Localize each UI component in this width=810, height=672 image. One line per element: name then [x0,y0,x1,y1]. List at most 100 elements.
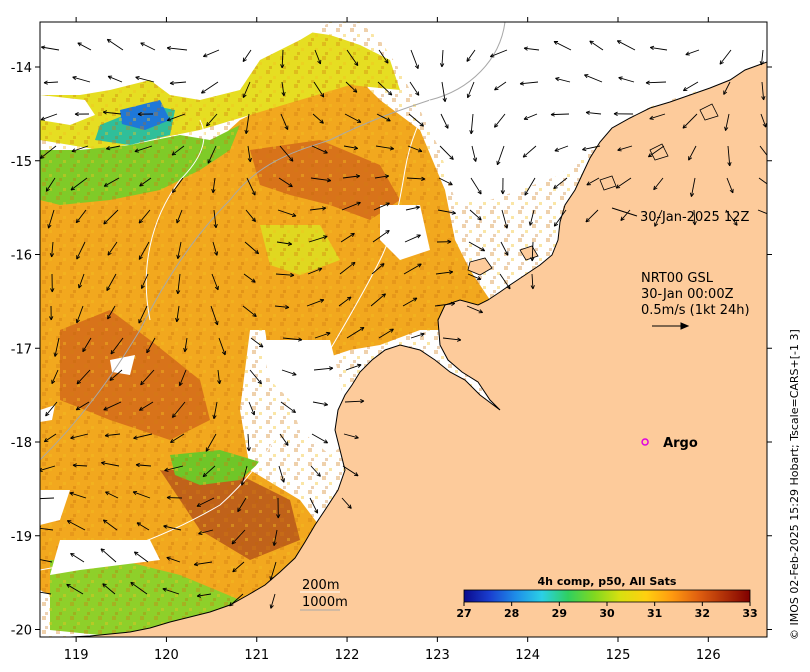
current-vector [44,433,57,443]
current-vector-head [212,414,217,419]
current-vector-head [246,447,251,452]
current-vector [172,177,184,193]
current-vector-head [417,263,422,268]
scale-arrow [652,322,690,330]
current-vector [654,209,663,227]
current-vector-head [290,272,295,278]
current-vector-head [380,263,385,268]
current-vector-head [206,122,211,127]
current-vector [378,49,389,64]
current-vector-head [496,160,501,166]
current-vector-head [585,110,591,115]
lon-tick-label: 125 [606,648,631,663]
current-vector [107,241,118,256]
current-vector [170,81,187,84]
current-vector-head [193,562,199,567]
current-vector-head [586,181,591,186]
current-vector-head [40,45,46,50]
current-vector-head [522,153,528,158]
current-vector-head [450,301,456,306]
current-vector [270,593,276,609]
current-vector-head [45,411,50,417]
current-vector [105,491,119,499]
current-vector-head [172,188,177,193]
current-vector [281,369,297,376]
current-vector-head [352,88,358,93]
current-vector [618,77,635,83]
colorbar-tick-label: 28 [504,607,519,620]
current-vector-head [146,348,151,354]
current-vector [110,337,124,355]
current-vector-head [196,593,202,598]
current-vector-head [553,222,559,227]
current-vector-head [478,309,484,314]
current-vector [440,113,449,129]
current-vector-head [280,478,285,483]
current-vector [341,497,352,509]
current-vector [373,202,390,211]
current-vector [138,305,148,324]
current-vector [130,582,148,595]
current-vector-head [584,74,589,79]
current-vector-head [100,548,105,553]
current-vector-head [135,75,140,81]
current-vector-head [207,159,212,164]
current-vector [100,548,117,563]
current-vector [210,305,218,326]
current-vector-head [350,232,355,237]
current-vector-head [477,216,482,221]
current-vector [102,583,116,595]
current-vector [346,327,365,339]
current-vector [139,177,152,187]
current-vector [725,209,738,226]
current-vector [247,433,250,451]
current-vector [586,177,600,186]
current-vector-head [321,206,327,211]
current-vector [490,49,508,58]
current-vector [582,145,601,151]
current-vector-head [252,312,257,317]
current-vector [376,113,391,122]
current-vector-head [645,80,650,85]
current-vector [683,81,699,92]
current-vector-head [135,462,140,468]
lon-tick-label: 126 [696,648,721,663]
current-vector [342,465,359,477]
current-vector-head [40,590,41,591]
current-vector-head [613,111,618,116]
current-vector [133,433,153,439]
cloud-gap-east [380,205,430,260]
current-vector-head [284,125,289,130]
model-label-2: 30-Jan 00:00Z [641,287,734,302]
current-vector-head [102,519,108,524]
current-vector [139,401,154,411]
coastal-islands [467,103,719,276]
current-vector-head [33,557,37,560]
current-vector [468,241,485,252]
current-vector-head [357,363,362,368]
current-vector [135,76,155,83]
current-vector [217,369,221,384]
current-vector-head [759,61,764,66]
current-vector-head [384,174,390,179]
colorbar-tick-label: 29 [552,607,567,620]
current-vector [205,433,217,452]
current-vector [281,49,284,69]
current-vector [338,296,352,307]
current-vector-head [132,490,138,495]
current-vector [645,81,667,84]
current-vector [242,49,252,62]
current-vector-head [244,129,249,135]
current-vector-head [415,91,420,96]
current-vector-head [105,491,110,496]
current-vector-head [504,251,509,256]
current-vector [312,401,328,406]
current-vector-head [771,186,775,190]
current-vector-head [232,568,237,573]
current-vector-head [170,438,175,443]
current-vector-head [72,75,77,81]
current-vector-head [110,349,115,355]
argo-marker[interactable] [641,438,649,446]
current-vector-head [70,435,75,440]
